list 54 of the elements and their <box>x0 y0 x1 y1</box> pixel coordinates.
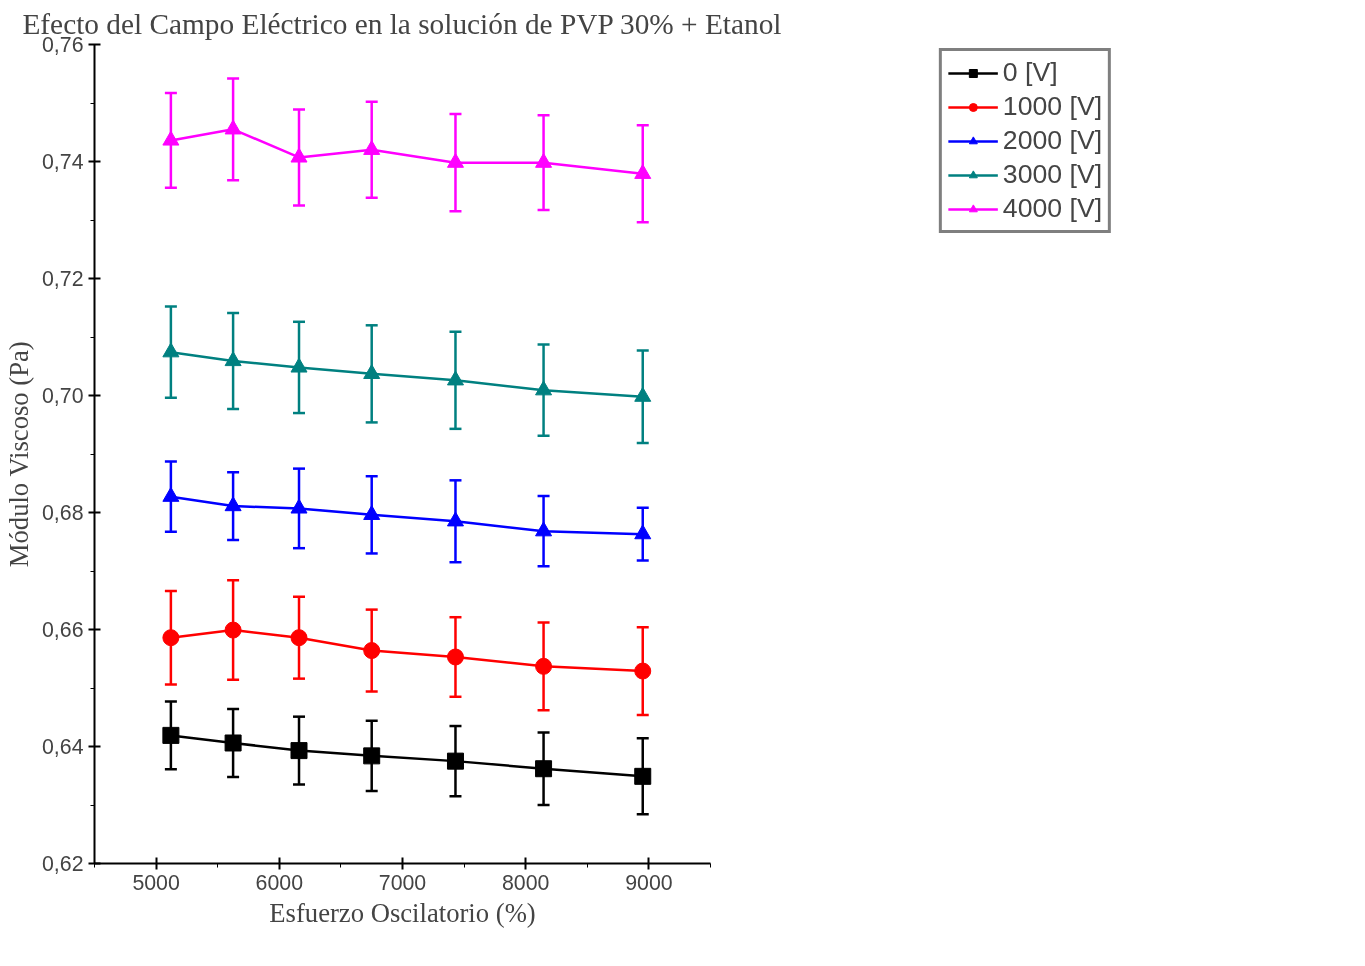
y-tick-label: 0,68 <box>41 501 84 525</box>
y-tick-label: 0,64 <box>41 735 84 759</box>
point <box>446 370 464 386</box>
y-tick-label: 0,72 <box>41 267 84 291</box>
point <box>446 152 464 168</box>
point <box>224 734 242 752</box>
point <box>224 119 242 135</box>
point <box>535 380 553 396</box>
y-axis-title: Módulo Viscoso (Pa) <box>3 341 34 568</box>
point <box>535 521 553 537</box>
point <box>224 351 242 367</box>
point <box>162 629 180 647</box>
point <box>634 662 652 680</box>
point <box>634 164 652 179</box>
point <box>224 496 242 512</box>
point <box>290 147 308 163</box>
legend-label: 4000 [V] <box>1002 193 1103 224</box>
point <box>363 747 381 765</box>
point <box>162 486 180 502</box>
y-tick-label: 0,62 <box>41 852 84 876</box>
point <box>446 752 464 770</box>
point <box>290 357 308 373</box>
x-tick-label: 5000 <box>132 870 180 895</box>
point <box>634 524 652 540</box>
point <box>535 760 553 778</box>
point <box>446 511 464 527</box>
y-tick-label: 0,66 <box>41 618 84 642</box>
point <box>290 629 308 647</box>
x-tick-label: 7000 <box>378 870 427 895</box>
legend-label: 0 [V] <box>1002 57 1058 88</box>
legend-label: 2000 [V] <box>1002 125 1103 156</box>
legend-label: 3000 [V] <box>1002 159 1103 190</box>
legend-label: 1000 [V] <box>1002 91 1103 122</box>
point <box>634 386 652 402</box>
x-tick-label: 6000 <box>255 870 304 895</box>
point <box>363 364 381 379</box>
x-axis-title: Esfuerzo Oscilatorio (%) <box>269 897 536 928</box>
point <box>446 648 464 666</box>
point <box>363 140 381 155</box>
y-tick-label: 0,74 <box>41 150 84 174</box>
point <box>162 342 180 358</box>
point <box>162 130 180 146</box>
point <box>634 767 652 785</box>
x-tick-label: 8000 <box>501 870 550 895</box>
point <box>535 152 553 168</box>
point <box>363 642 381 660</box>
y-tick-label: 0,70 <box>41 384 84 408</box>
x-tick-label: 9000 <box>625 870 673 895</box>
point <box>224 621 242 639</box>
point <box>290 498 308 514</box>
point <box>535 657 553 675</box>
point <box>162 726 180 744</box>
point <box>290 742 308 760</box>
point <box>363 505 381 520</box>
